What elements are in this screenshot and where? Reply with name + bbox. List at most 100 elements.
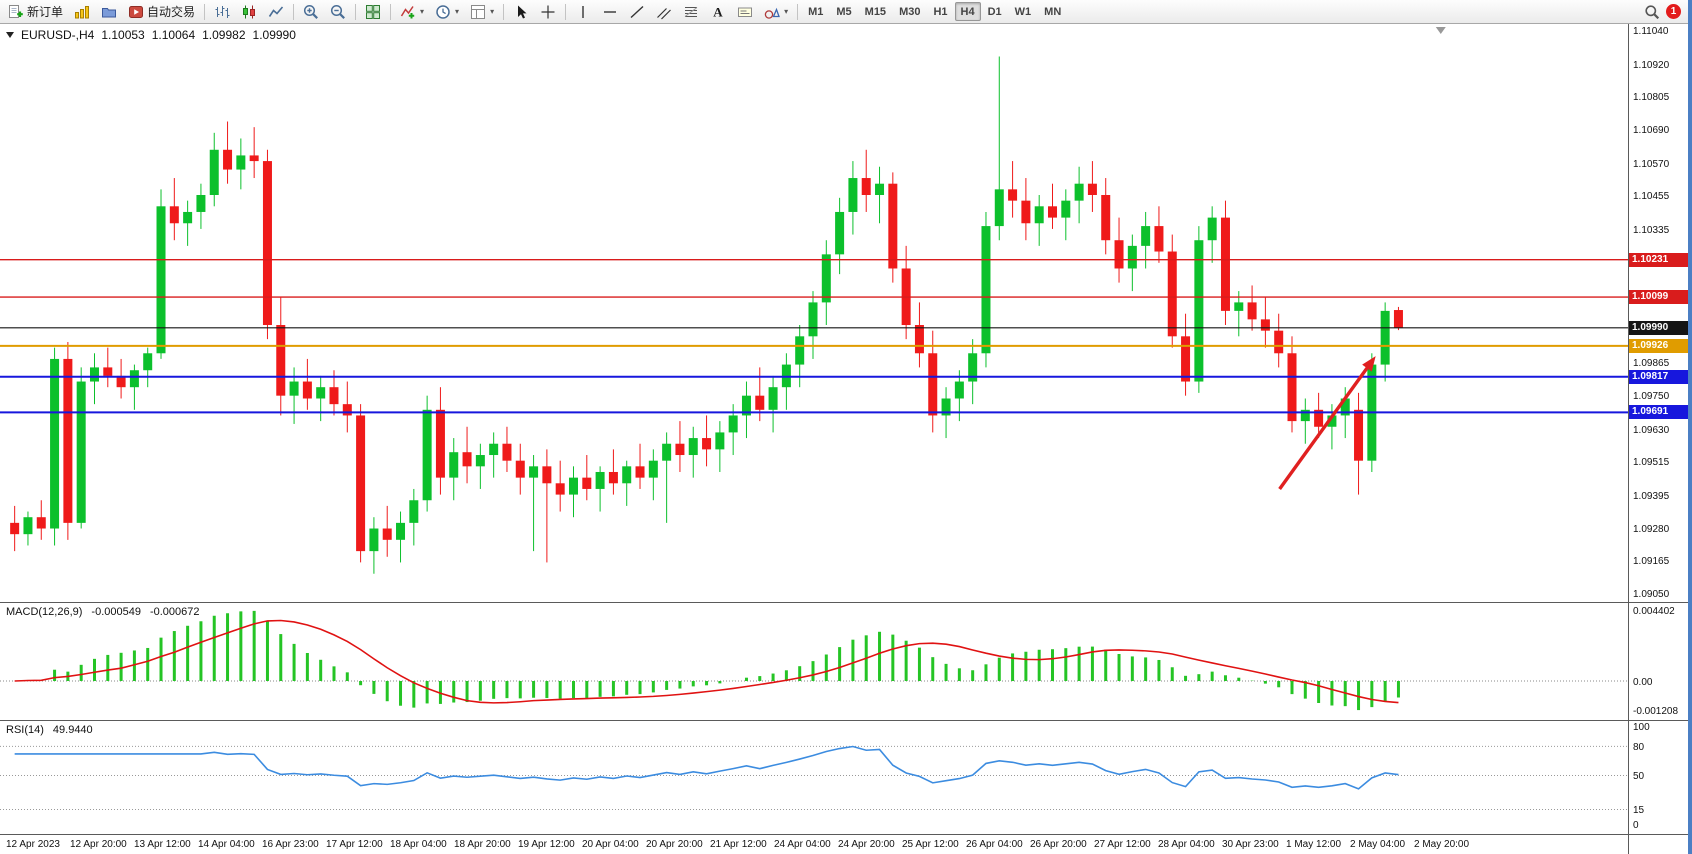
time-label: 27 Apr 12:00 [1094,839,1151,850]
text-label-button[interactable] [732,1,758,22]
dropdown-arrow-icon: ▾ [490,7,495,16]
trendline-icon [629,4,645,20]
timeframe-button-m5[interactable]: M5 [836,5,852,18]
fibonacci-button[interactable] [678,1,704,22]
indicators-button[interactable]: ▾ [395,1,429,22]
timeframe-button-d1[interactable]: D1 [987,5,1002,18]
search-button[interactable] [1639,1,1665,22]
time-label: 28 Apr 04:00 [1158,839,1215,850]
timeframe-button-w1[interactable]: W1 [1014,5,1032,18]
dropdown-arrow-icon: ▾ [784,7,789,16]
horizontal-line-button[interactable] [597,1,623,22]
price-axis[interactable]: 1.11040 1.10920 1.10805 1.10690 1.10570 1.104… [1628,24,1688,854]
macd-label: MACD(12,26,9) -0.000549 -0.000672 [6,606,200,618]
timeframe-button-m30[interactable]: M30 [899,5,921,18]
time-axis[interactable]: 12 Apr 2023 12 Apr 20:00 13 Apr 12:00 14 Ap… [0,834,1628,854]
crosshair-button[interactable] [535,1,561,22]
dropdown-arrow-icon: ▾ [420,7,425,16]
price-tick: 1.09865 [1633,358,1670,370]
trend-arrow-annotation[interactable] [1278,356,1376,490]
rsi-axis-label: 0 [1633,820,1639,831]
new-order-icon [8,4,24,20]
macd-signal-line [14,619,1399,704]
macd-histogram [26,610,1400,711]
rsi-panel: RSI(14) 49.9440 [0,720,1628,834]
vertical-line-button[interactable] [570,1,596,22]
zoom-out-button[interactable] [325,1,351,22]
rsi-axis-label: 15 [1633,805,1645,817]
price-badge: 1.09926 [1629,338,1688,353]
line-mode-button[interactable] [263,1,289,22]
price-axis-main: 1.11040 1.10920 1.10805 1.10690 1.10570 1.104… [1629,24,1688,602]
rsi-levels [0,745,1628,811]
timeframe-button-m1[interactable]: M1 [808,5,824,18]
trendline-button[interactable] [624,1,650,22]
autotrading-button[interactable]: 自动交易 [123,1,200,22]
time-label: 18 Apr 20:00 [454,839,511,850]
bars-mode-icon [214,4,230,20]
time-label: 24 Apr 20:00 [838,839,895,850]
cursor-button[interactable] [508,1,534,22]
price-tick: 1.09165 [1633,556,1670,568]
toolbar-separator [565,3,567,20]
time-label: 2 May 20:00 [1414,839,1470,850]
macd-main-value: -0.000549 [91,606,141,618]
rsi-name: RSI(14) [6,724,44,736]
price-tick: 1.11040 [1633,26,1669,38]
rsi-axis-label: 100 [1633,722,1650,733]
templates-button[interactable]: ▾ [465,1,499,22]
zoom-in-button[interactable] [298,1,324,22]
notifications-badge[interactable]: 1 [1666,4,1681,19]
equidistant-channel-button[interactable] [651,1,677,22]
label-icon [737,4,753,20]
profiles-button[interactable] [96,1,122,22]
zoom-out-icon [330,4,346,20]
chart-close-value: 1.09990 [252,28,296,42]
indicators-icon [400,4,416,20]
vline-icon [575,4,591,20]
price-tick: 1.10690 [1633,124,1670,136]
timeframe-button-h1[interactable]: H1 [933,5,948,18]
channel-icon [656,4,672,20]
tile-windows-button[interactable] [360,1,386,22]
price-axis-corner [1629,834,1688,854]
rsi-plot[interactable] [0,721,1628,834]
toolbar-separator [204,3,206,20]
chart-header: EURUSD-,H4 1.10053 1.10064 1.09982 1.099… [6,28,296,42]
window-edge [1688,0,1692,854]
macd-axis-label: 0.00 [1633,676,1653,688]
rsi-line [14,745,1399,790]
price-tick: 1.10335 [1633,225,1670,237]
charts-icon [74,4,90,20]
charts-button[interactable] [69,1,95,22]
profiles-icon [101,4,117,20]
periods-icon [435,4,451,20]
zoom-in-icon [303,4,319,20]
time-label: 17 Apr 12:00 [326,839,383,850]
text-button[interactable]: A [705,1,731,22]
time-label: 19 Apr 12:00 [518,839,575,850]
price-badge: 1.10231 [1629,252,1688,267]
main-chart-plot[interactable] [0,24,1628,602]
time-label: 21 Apr 12:00 [710,839,767,850]
chart-collapse-icon[interactable] [6,32,14,38]
periods-button[interactable]: ▾ [430,1,464,22]
timeframe-button-h4[interactable]: H4 [954,2,981,21]
arrows-button[interactable]: ▾ [759,1,793,22]
main-toolbar: 新订单 自动交易 ▾ ▾ ▾ A ▾ M1 M5 M15 M30 H1 H4 D1 W1 MN 1 [0,0,1692,24]
candles-mode-button[interactable] [236,1,262,22]
toolbar-separator [293,3,295,20]
price-badge: 1.09691 [1629,405,1688,420]
chart-shift-marker[interactable] [1435,27,1446,34]
macd-plot[interactable] [0,603,1628,720]
new-order-button[interactable]: 新订单 [3,1,68,22]
crosshair-icon [540,4,556,20]
time-label: 12 Apr 20:00 [70,839,127,850]
time-label: 30 Apr 23:00 [1222,839,1279,850]
line-mode-icon [268,4,284,20]
bars-mode-button[interactable] [209,1,235,22]
chart-low-value: 1.09982 [202,28,246,42]
timeframe-button-mn[interactable]: MN [1044,5,1062,18]
timeframe-button-m15[interactable]: M15 [864,5,887,18]
price-badge: 1.09817 [1629,369,1688,384]
